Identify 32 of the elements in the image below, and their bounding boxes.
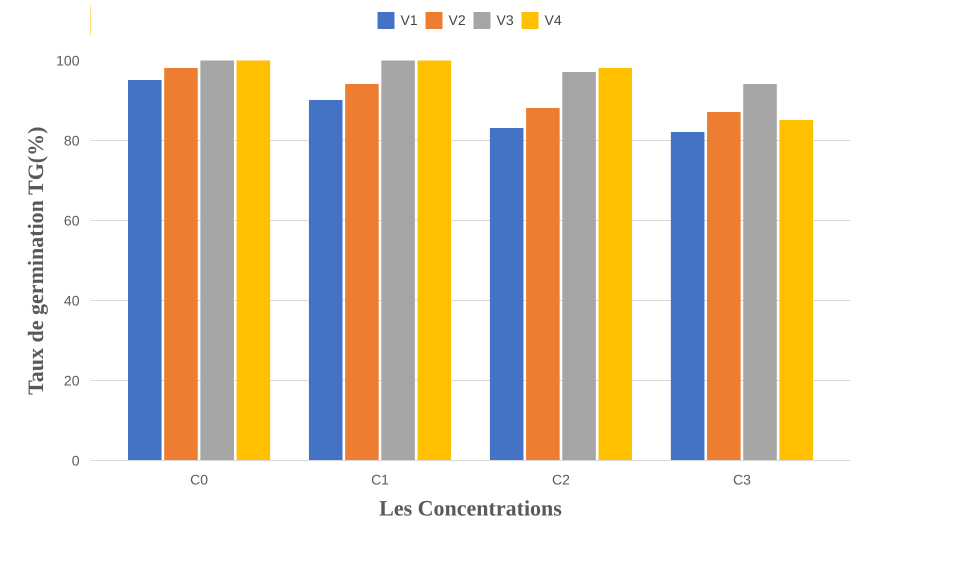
legend-label: V1 (400, 12, 419, 28)
bar (236, 60, 270, 460)
x-tick-label: C2 (552, 472, 570, 488)
x-axis-title: Les Concentrations (379, 496, 562, 520)
bar (418, 60, 452, 460)
y-tick-label: 0 (72, 452, 80, 468)
bar (308, 100, 343, 460)
y-axis-title: Taux de germination TG(%) (23, 126, 48, 395)
bar (598, 68, 632, 460)
bar (128, 80, 162, 460)
bar (164, 68, 198, 460)
y-tick-label: 40 (64, 292, 80, 308)
legend-label: V2 (448, 12, 467, 28)
bar (743, 84, 777, 460)
y-tick-label: 80 (64, 132, 80, 148)
x-tick-label: C1 (371, 472, 390, 488)
bar (490, 128, 524, 460)
bar (779, 120, 813, 460)
x-tick-label: C0 (190, 472, 208, 488)
y-tick-label: 60 (64, 212, 80, 228)
legend-label: V4 (544, 12, 563, 28)
bar (562, 72, 596, 460)
bar (200, 60, 234, 460)
y-tick-label: 100 (56, 52, 80, 68)
bar (526, 108, 560, 460)
y-tick-label: 20 (64, 372, 80, 388)
bar (707, 112, 741, 460)
bar (381, 60, 415, 460)
x-tick-label: C3 (732, 472, 752, 488)
bar (670, 132, 704, 460)
bar (345, 84, 379, 460)
legend-label: V3 (496, 12, 515, 28)
